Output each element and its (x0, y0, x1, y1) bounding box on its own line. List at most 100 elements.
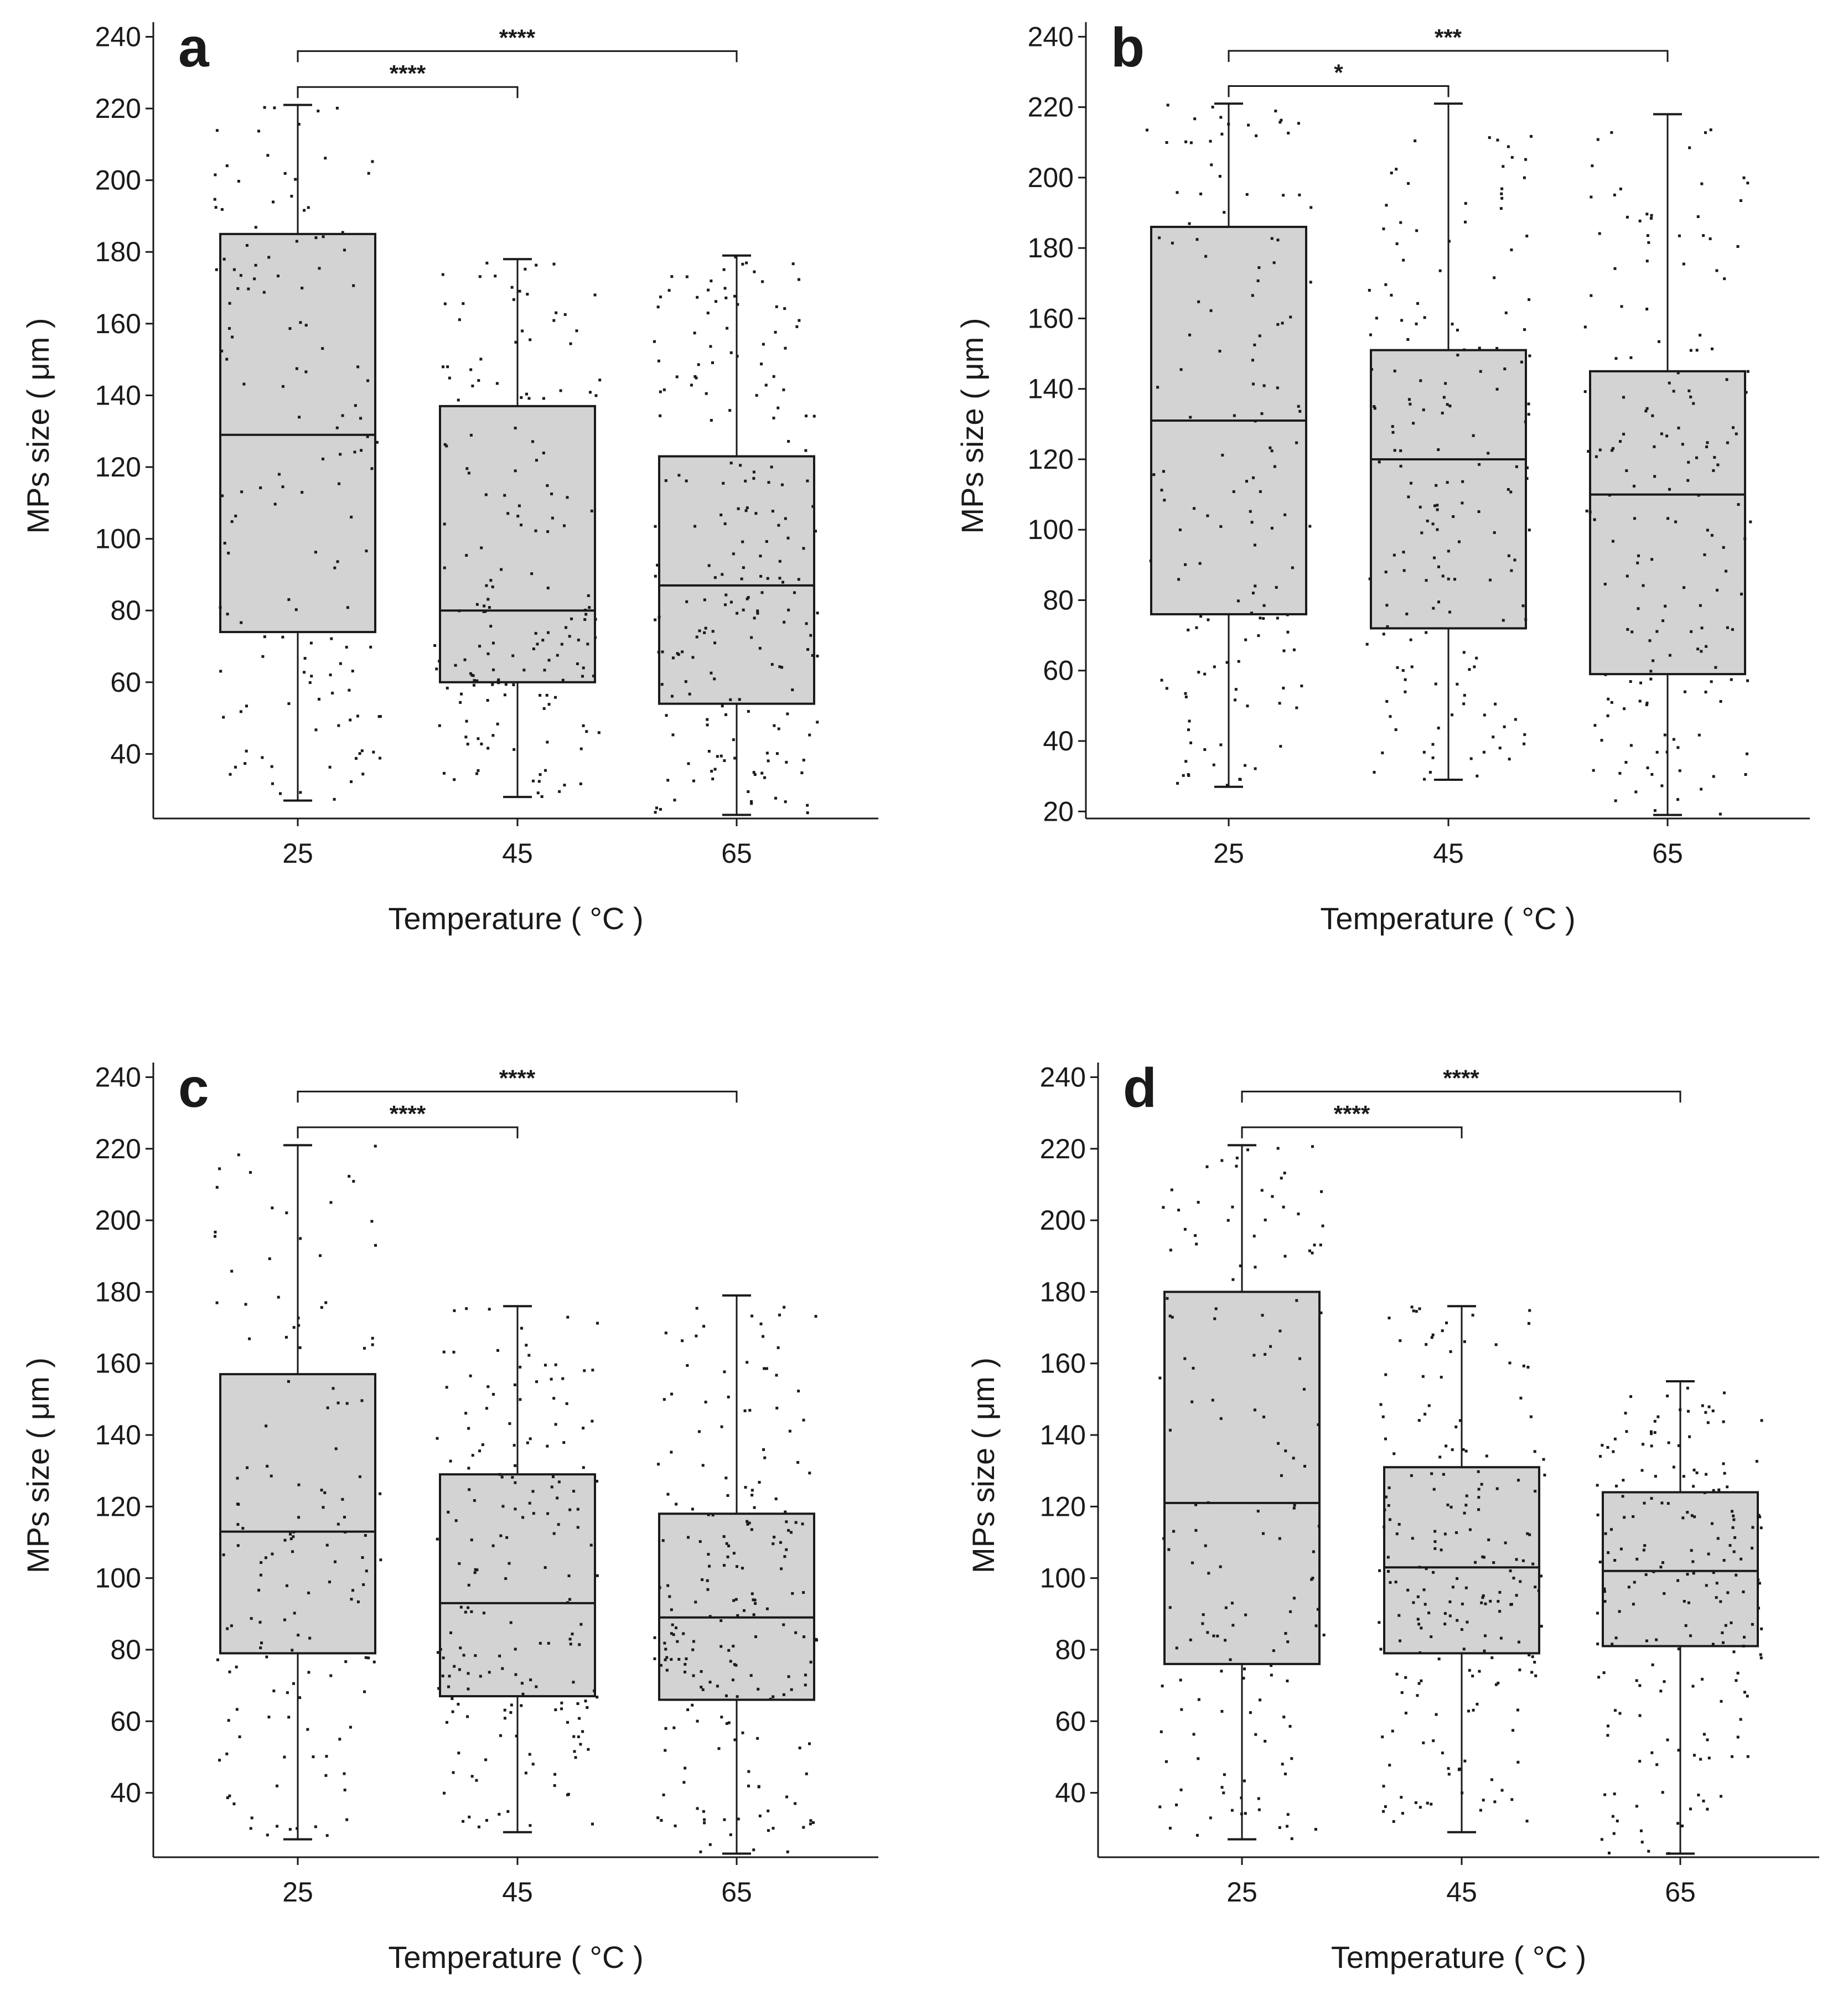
data-point (1184, 695, 1188, 698)
data-point (447, 1685, 451, 1688)
data-point (1712, 469, 1715, 472)
data-point (1204, 1544, 1207, 1547)
data-point (236, 1523, 240, 1526)
data-point (677, 474, 681, 477)
data-point (1587, 450, 1590, 453)
box-65 (653, 1294, 819, 1855)
data-point (546, 1512, 550, 1515)
data-point (1219, 116, 1223, 119)
data-point (481, 1443, 484, 1447)
data-point (228, 1794, 231, 1797)
data-point (534, 631, 537, 635)
data-point (798, 1747, 801, 1750)
data-point (464, 735, 468, 739)
data-point (1262, 616, 1265, 620)
data-point (1246, 1148, 1250, 1152)
data-point (727, 1544, 731, 1547)
data-point (1504, 311, 1508, 314)
data-point (503, 693, 506, 697)
data-point (765, 752, 769, 755)
data-point (287, 598, 291, 601)
data-point (325, 1834, 329, 1837)
data-point (1219, 1417, 1223, 1420)
data-point (784, 1510, 787, 1514)
data-point (1164, 1760, 1168, 1763)
data-point (443, 522, 446, 526)
data-point (713, 641, 717, 645)
data-point (798, 319, 801, 322)
data-point (691, 656, 695, 659)
data-point (1512, 1577, 1515, 1580)
data-point (706, 1579, 709, 1582)
data-point (576, 1526, 579, 1529)
data-point (1415, 229, 1419, 232)
data-point (237, 1502, 240, 1506)
data-point (729, 462, 733, 465)
data-point (526, 1441, 529, 1444)
data-point (771, 510, 774, 513)
data-point (1251, 382, 1255, 386)
data-point (1626, 574, 1629, 578)
data-point (281, 635, 284, 639)
data-point (1204, 255, 1208, 258)
data-point (1378, 1621, 1381, 1624)
data-point (214, 1230, 217, 1234)
data-point (748, 1521, 751, 1525)
data-point (220, 208, 224, 211)
data-point (1730, 678, 1733, 681)
data-point (449, 1459, 452, 1463)
data-point (259, 1573, 262, 1577)
data-point (662, 388, 666, 391)
data-point (337, 1522, 340, 1526)
data-point (721, 704, 724, 708)
data-point (486, 1385, 490, 1388)
data-point (1608, 494, 1611, 497)
data-point (711, 630, 715, 633)
data-point (1283, 1172, 1286, 1175)
data-point (706, 312, 710, 315)
data-point (1717, 1488, 1721, 1491)
significance-bracket: **** (297, 60, 519, 99)
data-point (750, 636, 753, 639)
data-point (520, 1704, 523, 1707)
data-point (1598, 1561, 1602, 1564)
data-point (1583, 390, 1587, 393)
data-point (474, 1654, 477, 1657)
data-point (322, 1506, 325, 1509)
data-point (1433, 556, 1436, 559)
significance-bracket: **** (1241, 1065, 1681, 1103)
data-point (753, 773, 757, 776)
data-point (1537, 1589, 1540, 1592)
data-point (1722, 1420, 1725, 1423)
data-point (353, 450, 356, 454)
data-point (545, 693, 548, 697)
data-point (1423, 1412, 1427, 1416)
data-point (232, 268, 236, 271)
data-point (1513, 558, 1516, 562)
data-point (577, 639, 580, 642)
data-point (488, 606, 491, 609)
data-point (579, 782, 582, 785)
data-point (225, 357, 229, 361)
data-point (702, 1325, 706, 1328)
data-point (1704, 1411, 1707, 1414)
data-point (664, 1658, 667, 1661)
y-tick-label: 100 (95, 1563, 141, 1594)
data-point (306, 1728, 309, 1731)
data-point (726, 327, 729, 330)
data-point (1650, 214, 1653, 217)
data-point (1696, 215, 1700, 219)
data-point (339, 453, 342, 456)
data-point (1610, 131, 1613, 134)
data-point (543, 1364, 547, 1367)
data-point (304, 324, 308, 327)
data-point (552, 1397, 556, 1400)
data-point (775, 752, 779, 755)
data-point (809, 1822, 812, 1826)
data-point (1640, 1469, 1644, 1472)
data-point (1635, 1805, 1638, 1808)
data-point (733, 757, 737, 760)
y-tick-label: 140 (1028, 374, 1074, 405)
data-point (1417, 1623, 1421, 1626)
data-point (1319, 1243, 1322, 1247)
